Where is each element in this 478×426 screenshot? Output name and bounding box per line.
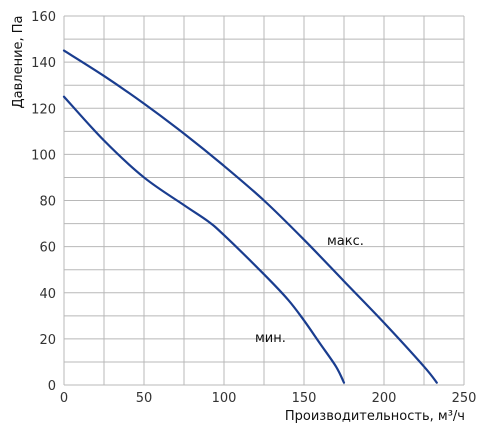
series-line-max	[62, 49, 438, 384]
x-tick-label: 0	[60, 391, 68, 406]
y-tick-label: 0	[48, 379, 56, 394]
x-axis-title: Производительность, м³/ч	[285, 409, 465, 424]
series-label-min: мин.	[255, 331, 286, 346]
y-tick-label: 80	[39, 195, 56, 210]
chart-grid	[63, 15, 465, 386]
chart-series-labels: макс. мин.	[255, 234, 364, 346]
chart-series	[62, 49, 438, 384]
series-label-max: макс.	[327, 234, 364, 249]
y-tick-label: 40	[39, 287, 56, 302]
y-tick-label: 100	[31, 148, 56, 163]
y-tick-label: 160	[31, 10, 56, 25]
chart-ticks: 0 50 100 150 200 250 0 20 40 60 80 100 120 140 160	[31, 10, 476, 406]
y-tick-label: 140	[31, 56, 56, 71]
y-tick-label: 120	[31, 102, 56, 117]
x-tick-label: 200	[372, 391, 397, 406]
x-tick-label: 100	[212, 391, 237, 406]
x-tick-label: 250	[452, 391, 477, 406]
x-tick-label: 150	[292, 391, 317, 406]
y-axis-title: Давление, Па	[11, 15, 26, 108]
y-tick-label: 20	[39, 333, 56, 348]
y-tick-label: 60	[39, 241, 56, 256]
series-line-min	[62, 95, 346, 384]
x-tick-label: 50	[136, 391, 153, 406]
